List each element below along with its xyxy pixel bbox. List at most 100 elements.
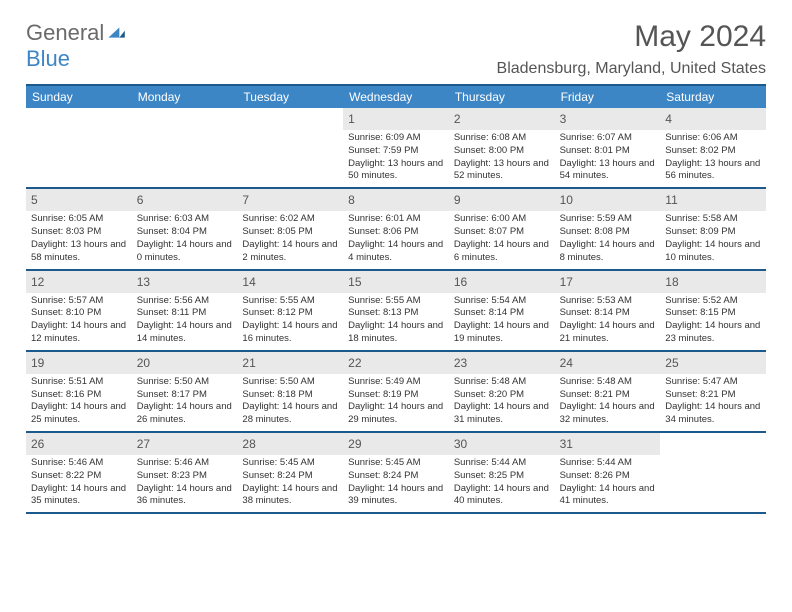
day-number: 10 [560,193,573,207]
day-number-row: 14 [237,271,343,293]
day-info: Sunrise: 6:09 AMSunset: 7:59 PMDaylight:… [343,130,449,187]
calendar-day: 23Sunrise: 5:48 AMSunset: 8:20 PMDayligh… [449,352,555,431]
day-info: Sunrise: 5:54 AMSunset: 8:14 PMDaylight:… [449,293,555,350]
calendar-day: 29Sunrise: 5:45 AMSunset: 8:24 PMDayligh… [343,433,449,512]
logo-icon [107,20,127,45]
day-number: 21 [242,356,255,370]
day-number: 13 [137,275,150,289]
day-info: Sunrise: 5:50 AMSunset: 8:17 PMDaylight:… [132,374,238,431]
calendar-day: 17 Sunrise: 5:53 AMSunset: 8:14 PMDayligh… [555,271,661,350]
day-number: 4 [665,112,672,126]
day-info: Sunrise: 5:59 AMSunset: 8:08 PMDaylight:… [555,211,661,268]
day-info: Sunrise: 5:51 AMSunset: 8:16 PMDaylight:… [26,374,132,431]
day-info: Sunrise: 5:50 AMSunset: 8:18 PMDaylight:… [237,374,343,431]
calendar-day: 5 Sunrise: 6:05 AMSunset: 8:03 PMDaylight… [26,189,132,268]
month-title: May 2024 [497,20,766,54]
day-info: Sunrise: 6:06 AMSunset: 8:02 PMDaylight:… [660,130,766,187]
calendar-day: 7Sunrise: 6:02 AMSunset: 8:05 PMDaylight… [237,189,343,268]
calendar-day: 26 Sunrise: 5:46 AMSunset: 8:22 PMDayligh… [26,433,132,512]
day-info: Sunrise: 6:03 AMSunset: 8:04 PMDaylight:… [132,211,238,268]
day-number: 30 [454,437,467,451]
day-number: 6 [137,193,144,207]
calendar-day: 11 Sunrise: 5:58 AMSunset: 8:09 PMDayligh… [660,189,766,268]
calendar-day: 24 Sunrise: 5:48 AMSunset: 8:21 PMDayligh… [555,352,661,431]
day-number-row: 25 [660,352,766,374]
day-info: Sunrise: 6:07 AMSunset: 8:01 PMDaylight:… [555,130,661,187]
day-info: Sunrise: 5:58 AMSunset: 8:09 PMDaylight:… [660,211,766,268]
day-number-row: 4 [660,108,766,130]
day-info: Sunrise: 5:48 AMSunset: 8:21 PMDaylight:… [555,374,661,431]
day-number-row: 31 [555,433,661,455]
weekday-header: Wednesday [343,86,449,108]
day-info: Sunrise: 6:05 AMSunset: 8:03 PMDaylight:… [26,211,132,268]
calendar-day: 10 Sunrise: 5:59 AMSunset: 8:08 PMDayligh… [555,189,661,268]
calendar-day: 13 Sunrise: 5:56 AMSunset: 8:11 PMDayligh… [132,271,238,350]
day-info: Sunrise: 5:45 AMSunset: 8:24 PMDaylight:… [237,455,343,512]
calendar-day-empty [132,108,238,187]
day-number-row: 18 [660,271,766,293]
day-number-row: 23 [449,352,555,374]
calendar-day: 2Sunrise: 6:08 AMSunset: 8:00 PMDaylight… [449,108,555,187]
header: GeneralBlue May 2024 Bladensburg, Maryla… [26,20,766,78]
calendar-day-empty [26,108,132,187]
weekday-row: SundayMondayTuesdayWednesdayThursdayFrid… [26,86,766,108]
day-info: Sunrise: 6:02 AMSunset: 8:05 PMDaylight:… [237,211,343,268]
day-info: Sunrise: 5:46 AMSunset: 8:22 PMDaylight:… [26,455,132,512]
day-number-row: 6 [132,189,238,211]
day-number: 24 [560,356,573,370]
title-block: May 2024 Bladensburg, Maryland, United S… [497,20,766,78]
calendar-week: 1 Sunrise: 6:09 AMSunset: 7:59 PMDaylight… [26,108,766,189]
day-number: 5 [31,193,38,207]
day-info: Sunrise: 5:53 AMSunset: 8:14 PMDaylight:… [555,293,661,350]
day-number: 31 [560,437,573,451]
day-number-row: 24 [555,352,661,374]
day-number: 16 [454,275,467,289]
calendar-day: 9Sunrise: 6:00 AMSunset: 8:07 PMDaylight… [449,189,555,268]
calendar-day: 16 Sunrise: 5:54 AMSunset: 8:14 PMDayligh… [449,271,555,350]
day-info: Sunrise: 5:52 AMSunset: 8:15 PMDaylight:… [660,293,766,350]
day-number-row: 7 [237,189,343,211]
calendar-day: 6 Sunrise: 6:03 AMSunset: 8:04 PMDaylight… [132,189,238,268]
logo-text-general: General [26,20,104,45]
weekday-header: Saturday [660,86,766,108]
day-info: Sunrise: 5:56 AMSunset: 8:11 PMDaylight:… [132,293,238,350]
weekday-header: Monday [132,86,238,108]
day-number: 22 [348,356,361,370]
day-number-row: 3 [555,108,661,130]
calendar-day: 21 Sunrise: 5:50 AMSunset: 8:18 PMDayligh… [237,352,343,431]
day-number-row: 20 [132,352,238,374]
day-number-row: 8 [343,189,449,211]
calendar-day-empty [237,108,343,187]
day-number-row: 17 [555,271,661,293]
day-info: Sunrise: 5:55 AMSunset: 8:12 PMDaylight:… [237,293,343,350]
day-info: Sunrise: 6:00 AMSunset: 8:07 PMDaylight:… [449,211,555,268]
day-number-row: 12 [26,271,132,293]
day-number: 3 [560,112,567,126]
day-number: 28 [242,437,255,451]
day-number: 26 [31,437,44,451]
day-number: 17 [560,275,573,289]
day-info: Sunrise: 5:49 AMSunset: 8:19 PMDaylight:… [343,374,449,431]
weekday-header: Thursday [449,86,555,108]
day-number: 11 [665,193,677,207]
calendar-week: 12Sunrise: 5:57 AMSunset: 8:10 PMDayligh… [26,271,766,352]
day-number: 1 [348,112,355,126]
day-number-row: 28 [237,433,343,455]
day-number-row: 29 [343,433,449,455]
day-info: Sunrise: 5:47 AMSunset: 8:21 PMDaylight:… [660,374,766,431]
calendar-day: 12Sunrise: 5:57 AMSunset: 8:10 PMDayligh… [26,271,132,350]
calendar-day: 30 Sunrise: 5:44 AMSunset: 8:25 PMDayligh… [449,433,555,512]
day-info: Sunrise: 6:08 AMSunset: 8:00 PMDaylight:… [449,130,555,187]
calendar-day: 3 Sunrise: 6:07 AMSunset: 8:01 PMDaylight… [555,108,661,187]
day-number: 19 [31,356,44,370]
day-info: Sunrise: 5:44 AMSunset: 8:26 PMDaylight:… [555,455,661,512]
day-info: Sunrise: 5:44 AMSunset: 8:25 PMDaylight:… [449,455,555,512]
calendar-day: 18Sunrise: 5:52 AMSunset: 8:15 PMDayligh… [660,271,766,350]
day-number-row: 27 [132,433,238,455]
day-number-row: 15 [343,271,449,293]
day-number-row: 5 [26,189,132,211]
day-info: Sunrise: 5:46 AMSunset: 8:23 PMDaylight:… [132,455,238,512]
calendar-day: 4 Sunrise: 6:06 AMSunset: 8:02 PMDaylight… [660,108,766,187]
day-number: 12 [31,275,44,289]
calendar-day: 1 Sunrise: 6:09 AMSunset: 7:59 PMDaylight… [343,108,449,187]
